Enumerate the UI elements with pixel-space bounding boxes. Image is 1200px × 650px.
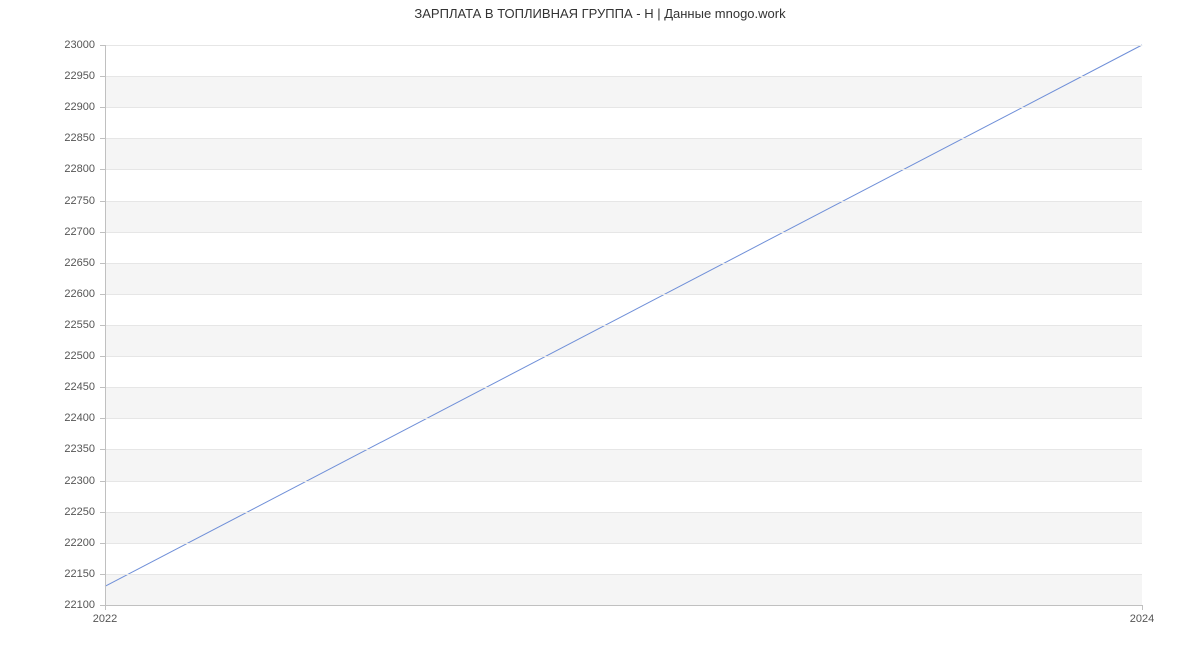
y-tick-label: 22350 [0,443,95,455]
x-tick-label: 2022 [93,613,117,625]
y-tick-label: 22200 [0,537,95,549]
y-tick-label: 22300 [0,475,95,487]
y-tick-label: 22900 [0,101,95,113]
x-tick-label: 2024 [1130,613,1154,625]
y-tick [100,263,105,264]
y-tick-label: 22750 [0,195,95,207]
grid-line [105,481,1142,482]
y-tick [100,325,105,326]
grid-line [105,201,1142,202]
grid-line [105,512,1142,513]
y-tick-label: 22650 [0,257,95,269]
grid-line [105,387,1142,388]
y-tick [100,138,105,139]
y-tick [100,201,105,202]
y-tick [100,45,105,46]
y-tick-label: 22100 [0,599,95,611]
grid-line [105,294,1142,295]
y-tick [100,169,105,170]
x-axis-line [105,605,1142,606]
y-tick-label: 22250 [0,506,95,518]
grid-line [105,263,1142,264]
grid-line [105,232,1142,233]
grid-line [105,169,1142,170]
grid-line [105,418,1142,419]
y-axis-line [105,45,106,605]
y-tick [100,232,105,233]
y-tick [100,481,105,482]
y-tick-label: 22400 [0,412,95,424]
y-tick [100,356,105,357]
y-tick-label: 22500 [0,350,95,362]
y-tick-label: 22550 [0,319,95,331]
y-tick-label: 22600 [0,288,95,300]
grid-line [105,449,1142,450]
grid-line [105,574,1142,575]
grid-line [105,138,1142,139]
chart-title: ЗАРПЛАТА В ТОПЛИВНАЯ ГРУППА - Н | Данные… [0,6,1200,21]
y-tick-label: 22950 [0,70,95,82]
y-tick [100,294,105,295]
grid-line [105,325,1142,326]
x-tick [1142,605,1143,610]
plot-area [105,45,1142,605]
grid-line [105,76,1142,77]
y-tick-label: 22150 [0,568,95,580]
y-tick [100,418,105,419]
y-tick [100,512,105,513]
y-tick [100,574,105,575]
y-tick [100,543,105,544]
grid-line [105,356,1142,357]
x-tick [105,605,106,610]
series-path [105,45,1142,586]
line-chart: ЗАРПЛАТА В ТОПЛИВНАЯ ГРУППА - Н | Данные… [0,0,1200,650]
grid-line [105,543,1142,544]
y-tick [100,107,105,108]
y-tick [100,387,105,388]
y-tick-label: 23000 [0,39,95,51]
y-tick-label: 22800 [0,163,95,175]
y-tick-label: 22450 [0,381,95,393]
y-tick-label: 22700 [0,226,95,238]
y-tick [100,449,105,450]
y-tick-label: 22850 [0,132,95,144]
y-tick [100,76,105,77]
grid-line [105,107,1142,108]
grid-line [105,45,1142,46]
